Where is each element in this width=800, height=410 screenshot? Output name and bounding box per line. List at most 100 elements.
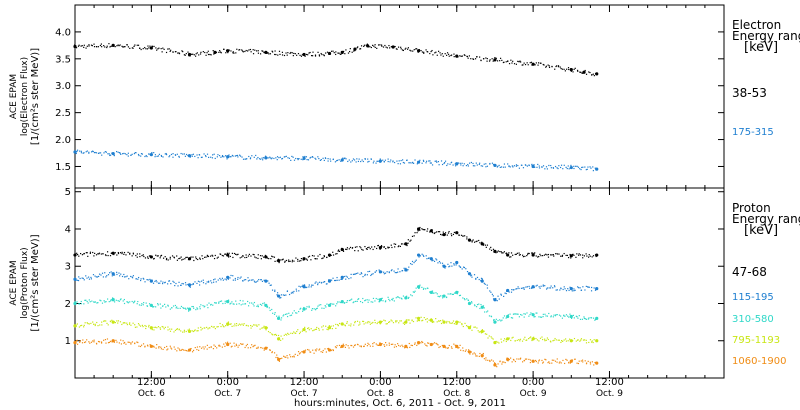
scatter-dot	[539, 253, 541, 255]
scatter-dot	[386, 271, 388, 273]
scatter-dot	[341, 278, 343, 281]
scatter-dot	[166, 349, 168, 351]
scatter-dot	[312, 349, 314, 351]
scatter-dot	[526, 254, 528, 257]
scatter-dot	[326, 283, 328, 285]
scatter-dot	[247, 50, 249, 52]
scatter-dot	[235, 322, 238, 325]
scatter-dot	[188, 55, 190, 57]
scatter-dot	[169, 258, 171, 260]
scatter-dot	[258, 324, 260, 326]
scatter-dot	[318, 304, 320, 306]
scatter-dot	[508, 338, 510, 340]
scatter-dot	[152, 306, 154, 308]
scatter-dot	[560, 341, 562, 344]
scatter-dot	[540, 255, 542, 257]
scatter-dot	[192, 282, 194, 285]
scatter-dot	[386, 344, 388, 346]
data-point	[429, 318, 433, 322]
scatter-dot	[478, 303, 480, 305]
scatter-dot	[585, 363, 588, 365]
data-point	[73, 150, 77, 154]
scatter-dot	[256, 324, 258, 326]
scatter-dot	[303, 306, 305, 309]
scatter-dot	[399, 271, 401, 273]
scatter-dot	[542, 338, 544, 341]
scatter-dot	[463, 266, 466, 269]
scatter-dot	[321, 53, 323, 56]
scatter-dot	[235, 300, 237, 302]
scatter-dot	[394, 246, 396, 248]
scatter-dot	[556, 167, 558, 169]
scatter-dot	[241, 343, 243, 346]
scatter-dot	[499, 250, 501, 253]
scatter-dot	[297, 260, 299, 262]
scatter-dot	[280, 296, 282, 299]
scatter-dot	[245, 279, 247, 281]
scatter-dot	[129, 322, 131, 324]
scatter-dot	[392, 343, 394, 345]
scatter-dot	[196, 346, 199, 348]
scatter-dot	[193, 54, 195, 56]
scatter-dot	[168, 156, 170, 158]
scatter-dot	[74, 253, 76, 255]
scatter-dot	[398, 245, 400, 247]
scatter-dot	[529, 361, 531, 364]
scatter-dot	[505, 252, 508, 254]
scatter-dot	[420, 316, 422, 318]
scatter-dot	[155, 254, 157, 256]
scatter-dot	[86, 45, 88, 47]
scatter-dot	[372, 162, 374, 164]
scatter-dot	[313, 255, 315, 257]
scatter-dot	[198, 54, 200, 56]
scatter-dot	[403, 243, 405, 245]
scatter-dot	[531, 339, 533, 342]
scatter-dot	[119, 299, 122, 301]
scatter-dot	[302, 259, 304, 261]
scatter-dot	[585, 169, 587, 171]
scatter-dot	[180, 284, 182, 286]
scatter-dot	[542, 362, 544, 364]
scatter-dot	[269, 309, 271, 312]
scatter-dot	[275, 356, 277, 359]
scatter-dot	[241, 256, 243, 258]
scatter-dot	[92, 274, 95, 276]
scatter-dot	[580, 360, 582, 362]
scatter-dot	[146, 344, 149, 346]
scatter-dot	[276, 292, 279, 294]
scatter-dot	[144, 257, 147, 259]
scatter-dot	[483, 282, 485, 284]
scatter-dot	[450, 233, 452, 235]
scatter-dot	[330, 302, 332, 305]
scatter-dot	[527, 337, 530, 340]
scatter-dot	[588, 341, 590, 344]
y-axis-label-line: [1/(cm²s ster MeV)]	[30, 234, 41, 331]
x-tick-label-date: Oct. 8	[443, 389, 470, 399]
scatter-dot	[573, 254, 575, 256]
scatter-dot	[583, 255, 585, 257]
data-point	[302, 285, 306, 289]
scatter-dot	[315, 328, 318, 330]
scatter-dot	[271, 334, 274, 336]
scatter-dot	[162, 47, 164, 49]
scatter-dot	[568, 361, 570, 364]
scatter-dot	[500, 320, 502, 322]
scatter-dot	[562, 168, 564, 170]
scatter-dot	[395, 320, 397, 322]
scatter-dot	[341, 301, 343, 304]
scatter-dot	[495, 318, 497, 320]
scatter-dot	[155, 279, 157, 282]
scatter-dot	[151, 279, 153, 281]
scatter-dot	[228, 252, 230, 254]
scatter-dot	[196, 282, 198, 285]
scatter-dot	[92, 340, 94, 342]
scatter-dot	[278, 261, 280, 264]
scatter-dot	[478, 163, 480, 166]
scatter-dot	[86, 300, 88, 303]
scatter-dot	[221, 324, 224, 326]
scatter-dot	[379, 342, 381, 344]
scatter-dot	[108, 43, 110, 45]
scatter-dot	[426, 345, 428, 347]
scatter-dot	[303, 284, 306, 286]
scatter-dot	[351, 160, 353, 162]
